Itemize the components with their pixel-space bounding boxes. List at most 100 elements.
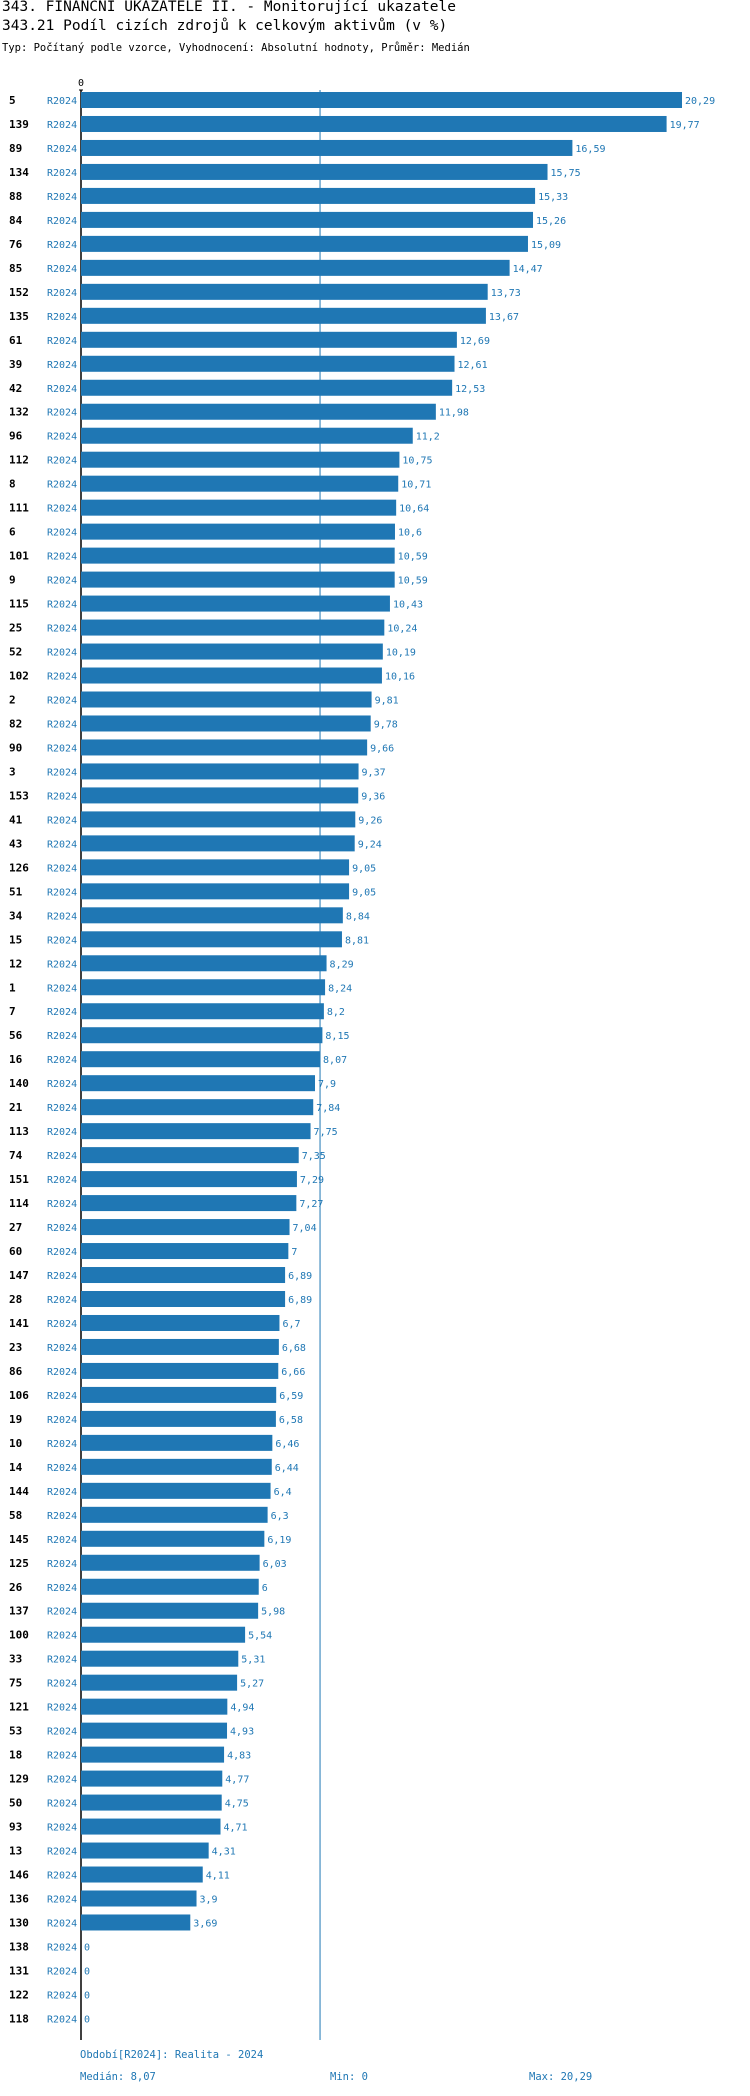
- period-label: R2024: [47, 408, 77, 419]
- value-label: 5,98: [261, 1607, 285, 1618]
- bar: [81, 595, 390, 612]
- category-label: 82: [9, 717, 22, 730]
- period-label: R2024: [47, 96, 77, 107]
- bar: [81, 499, 397, 516]
- bar: [81, 715, 371, 732]
- bar: [81, 1051, 321, 1068]
- bar: [81, 763, 359, 780]
- period-label: R2024: [47, 1175, 77, 1186]
- bar: [81, 1722, 228, 1739]
- bar: [81, 547, 395, 564]
- category-label: 13: [9, 1845, 22, 1858]
- value-label: 6,44: [275, 1463, 299, 1474]
- bar: [81, 427, 413, 444]
- value-label: 11,98: [439, 408, 469, 419]
- period-label: R2024: [47, 1439, 77, 1450]
- category-label: 118: [9, 2012, 29, 2025]
- period-label: R2024: [47, 1271, 77, 1282]
- period-label: R2024: [47, 1223, 77, 1234]
- category-label: 101: [9, 550, 29, 563]
- value-label: 4,11: [206, 1871, 230, 1882]
- value-label: 6,3: [271, 1511, 289, 1522]
- category-label: 75: [9, 1677, 22, 1690]
- value-label: 15,33: [538, 192, 568, 203]
- category-label: 42: [9, 382, 22, 395]
- value-label: 10,59: [398, 576, 428, 587]
- category-label: 19: [9, 1413, 22, 1426]
- category-label: 138: [9, 1940, 29, 1953]
- category-label: 102: [9, 670, 29, 683]
- value-label: 19,77: [670, 120, 700, 131]
- bar: [81, 1171, 297, 1188]
- value-label: 7,29: [300, 1175, 324, 1186]
- period-label: R2024: [47, 360, 77, 371]
- period-label: R2024: [47, 1703, 77, 1714]
- bar: [81, 571, 395, 588]
- value-label: 8,15: [325, 1031, 349, 1042]
- period-label: R2024: [47, 288, 77, 299]
- category-label: 134: [9, 166, 29, 179]
- period-label: R2024: [47, 1127, 77, 1138]
- category-label: 39: [9, 358, 22, 371]
- value-label: 9,81: [375, 696, 399, 707]
- period-label: R2024: [47, 1319, 77, 1330]
- bar: [81, 883, 350, 900]
- period-label: R2024: [47, 1847, 77, 1858]
- bar: [81, 739, 368, 756]
- bar: [81, 163, 548, 180]
- period-label: R2024: [47, 1727, 77, 1738]
- category-label: 34: [9, 909, 23, 922]
- value-label: 7: [291, 1247, 297, 1258]
- value-label: 9,37: [362, 767, 386, 778]
- category-label: 88: [9, 190, 22, 203]
- bar: [81, 139, 573, 156]
- category-label: 140: [9, 1077, 29, 1090]
- bar: [81, 1458, 272, 1475]
- category-label: 1: [9, 981, 16, 994]
- bar: [81, 1338, 279, 1355]
- footer-period: Období[R2024]: Realita - 2024: [80, 2049, 264, 2061]
- value-label: 10,19: [386, 648, 416, 659]
- bar: [81, 1794, 222, 1811]
- chart-title: 343. FINANČNÍ UKAZATELE II. - Monitorují…: [2, 0, 456, 15]
- bar: [81, 811, 356, 828]
- category-label: 152: [9, 286, 29, 299]
- value-label: 14,47: [513, 264, 543, 275]
- value-label: 7,75: [314, 1127, 338, 1138]
- period-label: R2024: [47, 767, 77, 778]
- bar: [81, 283, 488, 300]
- value-label: 13,73: [491, 288, 521, 299]
- value-label: 20,29: [685, 96, 715, 107]
- bar: [81, 1530, 265, 1547]
- bar: [81, 835, 355, 852]
- bar: [81, 1434, 273, 1451]
- value-label: 4,94: [230, 1703, 254, 1714]
- value-label: 9,26: [358, 815, 382, 826]
- category-label: 23: [9, 1341, 22, 1354]
- value-label: 0: [84, 1966, 90, 1977]
- bar: [81, 931, 342, 948]
- period-label: R2024: [47, 1007, 77, 1018]
- period-label: R2024: [47, 1031, 77, 1042]
- value-label: 5,27: [240, 1679, 264, 1690]
- value-label: 10,75: [402, 456, 432, 467]
- value-label: 15,75: [551, 168, 581, 179]
- category-label: 53: [9, 1725, 22, 1738]
- period-label: R2024: [47, 672, 77, 683]
- period-label: R2024: [47, 240, 77, 251]
- chart-description: Typ: Počítaný podle vzorce, Vyhodnocení:…: [2, 42, 470, 54]
- value-label: 6,03: [263, 1559, 287, 1570]
- period-label: R2024: [47, 648, 77, 659]
- bar: [81, 979, 326, 996]
- category-label: 10: [9, 1437, 22, 1450]
- bar: [81, 787, 359, 804]
- period-label: R2024: [47, 552, 77, 563]
- bar: [81, 1123, 311, 1140]
- period-label: R2024: [47, 264, 77, 275]
- category-label: 15: [9, 933, 22, 946]
- bar: [81, 355, 455, 372]
- period-label: R2024: [47, 120, 77, 131]
- period-label: R2024: [47, 624, 77, 635]
- category-label: 141: [9, 1317, 29, 1330]
- category-label: 146: [9, 1869, 29, 1882]
